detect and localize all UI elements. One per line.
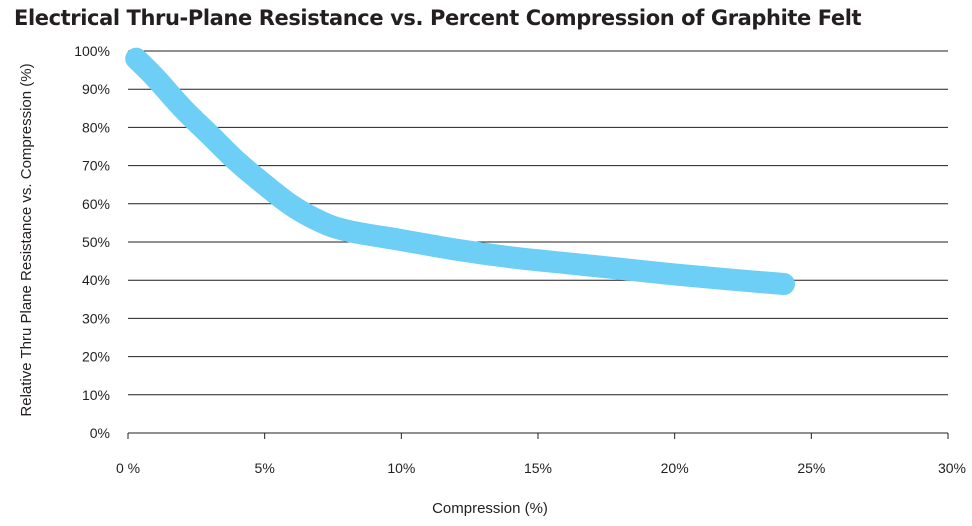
x-tick-label: 30% — [938, 460, 966, 476]
y-tick-labels: 0% 10% 20% 30% 40% 50% 60% 70% 80% 90% 100% — [74, 43, 110, 441]
x-tick-label: 10% — [387, 460, 415, 476]
y-tick-label: 50% — [82, 234, 110, 250]
y-tick-label: 100% — [74, 43, 110, 59]
series-group — [125, 47, 795, 296]
x-tick-label: 0 % — [116, 460, 140, 476]
x-tick-label: 15% — [524, 460, 552, 476]
y-tick-label: 10% — [82, 387, 110, 403]
y-tick-label: 0% — [90, 425, 110, 441]
chart-title: Electrical Thru-Plane Resistance vs. Per… — [14, 6, 862, 30]
y-tick-label: 40% — [82, 272, 110, 288]
x-axis-label: Compression (%) — [432, 500, 548, 517]
y-tick-label: 60% — [82, 196, 110, 212]
y-tick-label: 70% — [82, 158, 110, 174]
x-tick-label: 5% — [255, 460, 275, 476]
y-tick-label: 30% — [82, 310, 110, 326]
x-tick-label: 25% — [797, 460, 825, 476]
x-tick-label: 20% — [661, 460, 689, 476]
series-line — [125, 47, 795, 296]
y-tick-label: 20% — [82, 349, 110, 365]
gridlines — [128, 50, 948, 434]
x-axis — [127, 433, 949, 439]
y-tick-label: 80% — [82, 119, 110, 135]
x-tick-labels: 0 % 5% 10% 15% 20% 25% 30% — [116, 460, 966, 476]
y-tick-label: 90% — [82, 81, 110, 97]
y-axis-label: Relative Thru Plane Resistance vs. Compr… — [18, 63, 35, 416]
